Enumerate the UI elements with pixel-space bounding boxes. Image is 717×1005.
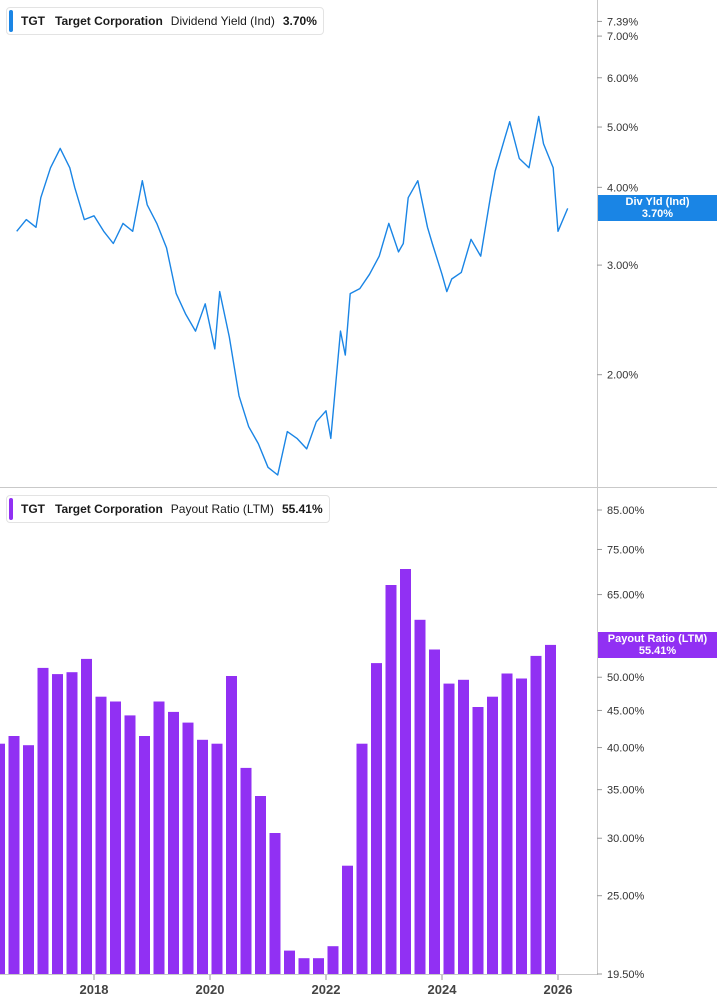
x-tick-label: 2022 — [312, 982, 341, 997]
x-tick-label: 2026 — [544, 982, 573, 997]
payout-ratio-swatch — [9, 498, 13, 520]
payout-ratio-bar — [153, 701, 165, 974]
dividend-yield-y-axis: 7.39% 7.00% 6.00% 5.00% 4.00% 3.00% 2.00% — [597, 16, 638, 382]
y-tick-label: 45.00% — [607, 705, 645, 717]
payout-ratio-bar — [284, 950, 295, 974]
y-tick-label: 7.00% — [607, 31, 638, 43]
axis-tag-value: 55.41% — [638, 644, 677, 657]
legend-ticker: TGT — [21, 502, 45, 516]
payout-ratio-bar — [139, 736, 150, 974]
payout-ratio-bar — [327, 946, 339, 974]
payout-ratio-legend: TGT Target Corporation Payout Ratio (LTM… — [6, 495, 330, 523]
y-tick-label: 40.00% — [607, 743, 645, 755]
y-tick-label: 30.00% — [607, 833, 645, 845]
legend-value: 55.41% — [281, 502, 323, 516]
x-tick-label: 2020 — [196, 982, 225, 997]
payout-ratio-bar — [298, 958, 310, 974]
payout-ratio-bar — [255, 796, 266, 974]
payout-ratio-bar — [487, 696, 498, 974]
y-tick-label: 85.00% — [607, 505, 645, 517]
payout-ratio-bar — [95, 696, 107, 974]
y-tick-label: 35.00% — [607, 785, 645, 797]
payout-ratio-bar — [501, 673, 513, 974]
payout-ratio-bar — [66, 672, 78, 974]
payout-ratio-bar — [124, 715, 136, 974]
payout-ratio-bar — [530, 655, 542, 974]
y-tick-label: 7.39% — [607, 16, 638, 28]
payout-ratio-bar — [472, 707, 484, 974]
dividend-yield-swatch — [9, 10, 13, 32]
payout-ratio-bar — [414, 619, 426, 974]
y-tick-label: 5.00% — [607, 122, 638, 134]
payout-ratio-axis-tag: Payout Ratio (LTM) 55.41% — [598, 631, 717, 658]
payout-ratio-bar — [371, 663, 382, 974]
y-tick-label: 25.00% — [607, 891, 645, 903]
payout-ratio-bar — [400, 569, 411, 974]
x-axis: 2018 2020 2022 2024 2026 — [80, 975, 573, 997]
y-tick-label: 19.50% — [607, 969, 645, 981]
payout-ratio-bar — [342, 865, 353, 974]
legend-value: 3.70% — [282, 14, 317, 28]
payout-ratio-bar — [356, 743, 368, 974]
dividend-yield-plot — [16, 115, 569, 476]
payout-ratio-bar — [240, 767, 252, 974]
payout-ratio-bar — [545, 644, 556, 974]
axis-tag-value: 3.70% — [641, 208, 674, 221]
dividend-yield-axis-tag: Div Yld (Ind) 3.70% — [598, 195, 717, 222]
x-tick-label: 2018 — [80, 982, 109, 997]
payout-ratio-bar — [37, 667, 49, 974]
payout-ratio-bar — [443, 683, 455, 974]
legend-metric: Dividend Yield (Ind) — [170, 14, 275, 28]
y-tick-label: 75.00% — [607, 544, 645, 556]
payout-ratio-plot — [0, 569, 556, 974]
payout-ratio-bar — [182, 722, 194, 974]
payout-ratio-bar — [0, 743, 5, 974]
payout-ratio-bar — [197, 739, 208, 974]
y-tick-label: 6.00% — [607, 73, 638, 85]
x-tick-label: 2024 — [428, 982, 458, 997]
payout-ratio-bar — [385, 585, 397, 974]
legend-company: Target Corporation — [55, 14, 163, 28]
dividend-yield-legend: TGT Target Corporation Dividend Yield (I… — [6, 7, 324, 35]
payout-ratio-bar — [23, 745, 34, 974]
payout-ratio-bar — [52, 674, 63, 974]
payout-ratio-bar — [211, 743, 223, 974]
payout-ratio-bar — [81, 658, 92, 974]
y-tick-label: 3.00% — [607, 260, 638, 272]
payout-ratio-bar — [226, 676, 237, 974]
payout-ratio-bar — [429, 649, 440, 974]
axis-tag-label: Div Yld (Ind) — [625, 196, 690, 209]
payout-ratio-y-axis: 85.00% 75.00% 65.00% 50.00% 45.00% 40.00% 35.0… — [597, 505, 645, 981]
y-tick-label: 50.00% — [607, 672, 645, 684]
dividend-yield-line — [16, 115, 569, 476]
y-tick-label: 4.00% — [607, 182, 638, 194]
legend-metric: Payout Ratio (LTM) — [170, 502, 274, 516]
payout-ratio-bar — [516, 678, 527, 974]
payout-ratio-bar — [8, 736, 20, 974]
payout-ratio-bar — [110, 701, 121, 974]
payout-ratio-bar — [458, 679, 469, 974]
y-tick-label: 65.00% — [607, 590, 645, 602]
y-tick-label: 2.00% — [607, 370, 638, 382]
legend-ticker: TGT — [21, 14, 45, 28]
axis-tag-label: Payout Ratio (LTM) — [607, 632, 708, 645]
payout-ratio-bar — [313, 958, 324, 974]
payout-ratio-bar — [168, 711, 179, 974]
payout-ratio-bar — [269, 833, 281, 974]
legend-company: Target Corporation — [55, 502, 163, 516]
